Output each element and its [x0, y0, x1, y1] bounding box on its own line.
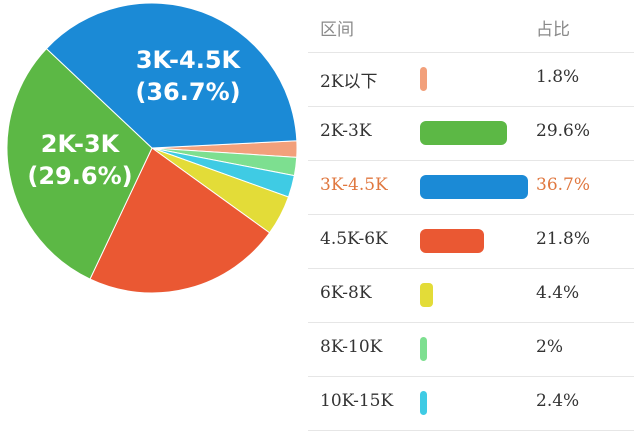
bar-track	[420, 67, 532, 91]
table-row: 2K-3K 29.6%	[308, 107, 634, 161]
table-row: 8K-10K 2%	[308, 323, 634, 377]
bar-track	[420, 175, 532, 199]
table-row: 2K以下 1.8%	[308, 53, 634, 107]
range-label: 2K以下	[320, 72, 378, 92]
pie-slice-3K-4.5K	[45, 2, 298, 149]
percent-label: 2.4%	[536, 391, 580, 411]
bar-10K-15K	[420, 391, 428, 415]
bar-2K-3K	[420, 121, 508, 145]
bar-4.5K-6K	[420, 229, 485, 253]
header-ratio: 占比	[536, 20, 570, 40]
percent-label: 21.8%	[536, 229, 591, 249]
bar-track	[420, 229, 532, 253]
bar-track	[420, 283, 532, 307]
range-label: 6K-8K	[320, 283, 372, 303]
pie-label-2K-3K-name: 2K-3K	[41, 130, 121, 158]
range-label: 3K-4.5K	[320, 175, 388, 195]
bar-6K-8K	[420, 283, 433, 307]
pie-label-3K-4.5K-percent: (36.7%)	[135, 78, 240, 106]
pie-label-2K-3K-percent: (29.6%)	[27, 162, 132, 190]
bar-track	[420, 391, 532, 415]
pie-slice-2K-3K	[6, 47, 153, 280]
range-label: 8K-10K	[320, 337, 383, 357]
range-label: 4.5K-6K	[320, 229, 388, 249]
table-body: 2K以下 1.8% 2K-3K 29.6% 3K-4.5K 36.7% 4.5K-6K 21.…	[308, 53, 634, 431]
header-range: 区间	[320, 20, 354, 40]
percent-label: 2%	[536, 337, 563, 357]
table-row: 4.5K-6K 21.8%	[308, 215, 634, 269]
bar-2K以下	[420, 67, 427, 91]
table-row: 3K-4.5K 36.7%	[308, 161, 634, 215]
bar-track	[420, 121, 532, 145]
bar-3K-4.5K	[420, 175, 528, 199]
bar-8K-10K	[420, 337, 427, 361]
range-label: 10K-15K	[320, 391, 394, 411]
bar-track	[420, 337, 532, 361]
range-label: 2K-3K	[320, 121, 372, 141]
table-header: 区间 占比	[308, 0, 634, 53]
percent-label: 4.4%	[536, 283, 580, 303]
percent-label: 29.6%	[536, 121, 591, 141]
table-row: 6K-8K 4.4%	[308, 269, 634, 323]
pie-chart: 3K-4.5K (36.7%) 2K-3K (29.6%)	[6, 2, 298, 294]
percent-label: 36.7%	[536, 175, 591, 195]
percent-label: 1.8%	[536, 67, 580, 87]
legend-table: 区间 占比 2K以下 1.8% 2K-3K 29.6% 3K-4.5K 36.7% 4.5K…	[308, 0, 634, 431]
pie-label-3K-4.5K-name: 3K-4.5K	[136, 46, 242, 74]
